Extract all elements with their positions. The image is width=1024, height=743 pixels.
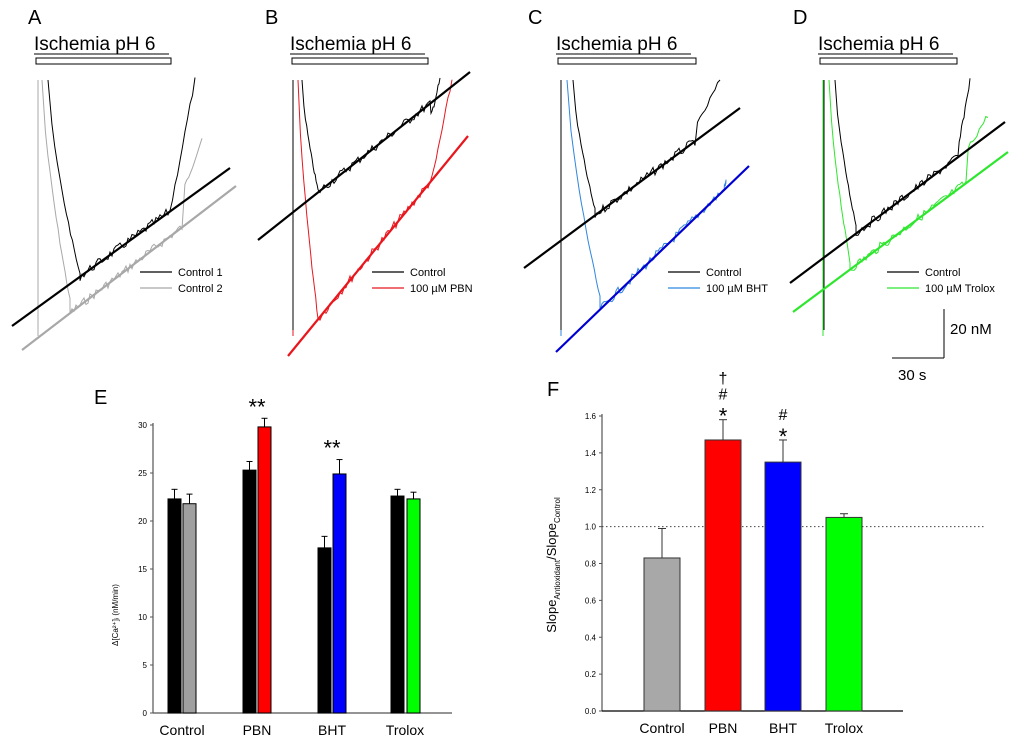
significance-marker: **: [248, 394, 266, 419]
y-tick-label: 0.4: [585, 633, 597, 642]
y-tick-label: 10: [138, 613, 147, 622]
stimulus-bar: [819, 57, 958, 65]
significance-marker: †: [719, 371, 728, 388]
trace-panel-c: C Ischemia pH 6 Control 100 µM BHT: [523, 7, 768, 353]
bar-control-pbn: [242, 469, 257, 714]
y-tick-label: 20: [138, 517, 147, 526]
significance-marker: **: [323, 436, 341, 461]
stimulus-bar: [291, 57, 429, 65]
bar-treatment-bht: [332, 473, 347, 714]
fit-line-treatment: [21, 185, 237, 351]
y-tick-label: 0.6: [585, 596, 597, 605]
bar-trolox: [825, 516, 863, 712]
trace-control: [47, 77, 196, 281]
stimulus-bar: [557, 57, 697, 65]
bar-control-bht: [317, 547, 332, 714]
fit-line-treatment: [792, 151, 1009, 313]
legend-label: Control 1: [178, 267, 223, 279]
x-tick-label: Trolox: [825, 720, 863, 736]
y-tick-label: 1.0: [585, 523, 597, 532]
trace-panel-b: B Ischemia pH 6 Control 100 µM PBN: [257, 7, 473, 357]
y-axis-label: Δ[Ca²⁺]ᵢ (nM/min): [111, 584, 120, 646]
bar-bht: [764, 461, 802, 712]
legend-label: 100 µM Trolox: [925, 283, 995, 295]
fit-line-treatment: [555, 165, 750, 353]
bar-control-trolox: [390, 495, 405, 714]
panel-letter: B: [265, 7, 278, 29]
legend-label: Control: [410, 267, 445, 279]
y-tick-label: 0.2: [585, 670, 597, 679]
legend-label: Control: [706, 267, 741, 279]
chart-f: F 0.0 0.2 0.4 0.6 0.8 1.0 1.2 1.4 1.6 SlopeAntioxi…: [544, 371, 985, 736]
bar-pbn: [704, 439, 742, 712]
bar-treatment-pbn: [257, 426, 272, 714]
bar-treatment-control: [182, 503, 197, 714]
fit-line-control: [11, 167, 231, 327]
trace-panel-d: D Ischemia pH 6 Control 100 µM Trolox: [789, 7, 1009, 336]
panel-letter: E: [94, 387, 107, 409]
trace-treatment: [828, 79, 989, 271]
y-tick-label: 30: [138, 421, 147, 430]
y-axis-label: SlopeAntioxidant/SlopeControl: [544, 497, 562, 633]
y-tick-label: 0.0: [585, 707, 597, 716]
x-tick-label: Control: [639, 720, 684, 736]
x-tick-label: BHT: [769, 720, 797, 736]
panel-letter: C: [528, 7, 542, 29]
scale-bar-vertical-label: 20 nM: [950, 321, 992, 338]
significance-marker: #: [779, 407, 788, 424]
stimulus-bar: [35, 57, 172, 65]
fit-line-control: [789, 121, 1006, 284]
fit-line-control: [523, 107, 741, 269]
bar-control: [643, 557, 681, 712]
y-tick-label: 5: [143, 661, 148, 670]
y-tick-label: 1.2: [585, 486, 597, 495]
stimulus-label: Ischemia pH 6: [290, 34, 411, 55]
x-tick-label: Trolox: [386, 722, 424, 738]
x-tick-label: BHT: [318, 722, 346, 738]
panel-letter: D: [793, 7, 807, 29]
bar-treatment-trolox: [406, 498, 421, 714]
y-tick-label: 1.6: [585, 412, 597, 421]
x-tick-label: Control: [159, 722, 204, 738]
scale-bar-horizontal-label: 30 s: [898, 367, 926, 384]
significance-marker: #: [719, 387, 728, 404]
significance-marker: *: [779, 424, 788, 449]
stimulus-label: Ischemia pH 6: [556, 34, 677, 55]
trace-control: [572, 79, 721, 218]
y-tick-label: 15: [138, 565, 147, 574]
y-tick-label: 25: [138, 469, 147, 478]
chart-e: E 0 5 10 15 20 25 30 Δ[Ca²⁺]ᵢ (nM/min) Control PBN…: [94, 387, 452, 738]
legend-label: 100 µM PBN: [410, 283, 473, 295]
legend-label: Control: [925, 267, 960, 279]
y-tick-label: 0.8: [585, 560, 597, 569]
panel-letter: A: [28, 7, 42, 29]
legend-label: 100 µM BHT: [706, 283, 768, 295]
fit-line-treatment: [287, 135, 469, 357]
stimulus-label: Ischemia pH 6: [818, 34, 939, 55]
bar-control-control: [167, 498, 182, 714]
y-tick-label: 0: [143, 709, 148, 718]
x-tick-label: PBN: [709, 720, 738, 736]
x-tick-label: PBN: [243, 722, 272, 738]
trace-control: [301, 77, 441, 194]
scale-bar: 20 nM 30 s: [892, 309, 992, 384]
significance-marker: *: [719, 404, 728, 429]
y-tick-label: 1.4: [585, 449, 597, 458]
trace-panel-a: A Ischemia pH 6 Control 1 Control 2: [11, 7, 237, 351]
fit-line-control: [257, 71, 471, 241]
panel-letter: F: [547, 379, 559, 401]
trace-control: [834, 78, 971, 236]
stimulus-label: Ischemia pH 6: [34, 34, 155, 55]
legend-label: Control 2: [178, 283, 223, 295]
